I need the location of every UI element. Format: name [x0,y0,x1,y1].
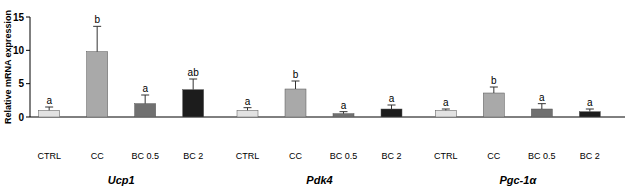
error-bar [541,104,542,109]
y-tick [26,50,30,51]
error-cap [538,103,546,104]
bar [39,110,60,117]
significance-letter: a [46,95,52,106]
bar [435,110,456,117]
bar-label: CC [91,151,104,161]
bar-label: CTRL [236,151,260,161]
error-bar [97,26,98,51]
error-cap [388,105,396,106]
error-cap [244,107,252,108]
bar-label: BC 0.5 [330,151,358,161]
error-bar [145,95,146,104]
error-cap [292,81,300,82]
significance-letter: a [245,96,251,107]
significance-letter: b [491,75,497,86]
bar-label: CC [487,151,500,161]
y-tick-label: 5 [18,78,24,89]
y-axis [30,17,31,117]
y-tick-label: 0 [18,112,24,123]
bar-label: BC 0.5 [528,151,556,161]
significance-letter: a [539,92,545,103]
significance-letter: a [142,83,148,94]
significance-letter: a [341,100,347,111]
error-bar [493,87,494,93]
bar [381,109,402,117]
error-cap [45,107,53,108]
group-label: Pdk4 [306,174,332,186]
bar [285,89,306,117]
bar-label: BC 2 [381,151,401,161]
y-tick [26,117,30,118]
chart: 0 5 10 15Relative mRNA expression Ucp1 a CTRL b… [0,0,639,190]
bar [135,104,156,117]
bar-label: CTRL [434,151,458,161]
significance-letter: b [293,69,299,80]
y-tick [26,83,30,84]
bar-label: BC 2 [580,151,600,161]
error-bar [193,79,194,90]
bar [483,93,504,117]
error-cap [442,109,450,110]
bar [531,109,552,117]
error-cap [490,87,498,88]
group-label: Ucp1 [108,174,135,186]
error-cap [141,95,149,96]
error-bar [391,105,392,109]
y-axis-label: Relative mRNA expression [3,10,13,124]
bar [237,110,258,117]
error-cap [93,26,101,27]
bar [333,114,354,117]
significance-letter: a [389,93,395,104]
y-tick-label: 15 [13,12,25,23]
significance-letter: ab [188,67,200,78]
error-cap [189,79,197,80]
significance-letter: a [443,97,449,108]
y-tick [26,17,30,18]
group-label: Pgc-1α [499,174,537,186]
y-tick-label: 10 [13,45,25,56]
error-bar [295,81,296,89]
error-cap [586,109,594,110]
bar-label: BC 2 [183,151,203,161]
significance-letter: b [94,14,100,25]
bar [87,52,108,117]
significance-letter: a [587,97,593,108]
bars [39,26,601,117]
bar-label: CC [289,151,302,161]
bar-label: BC 0.5 [131,151,159,161]
bar [579,112,600,117]
error-cap [340,111,348,112]
bar-label: CTRL [37,151,61,161]
bar [183,90,204,117]
